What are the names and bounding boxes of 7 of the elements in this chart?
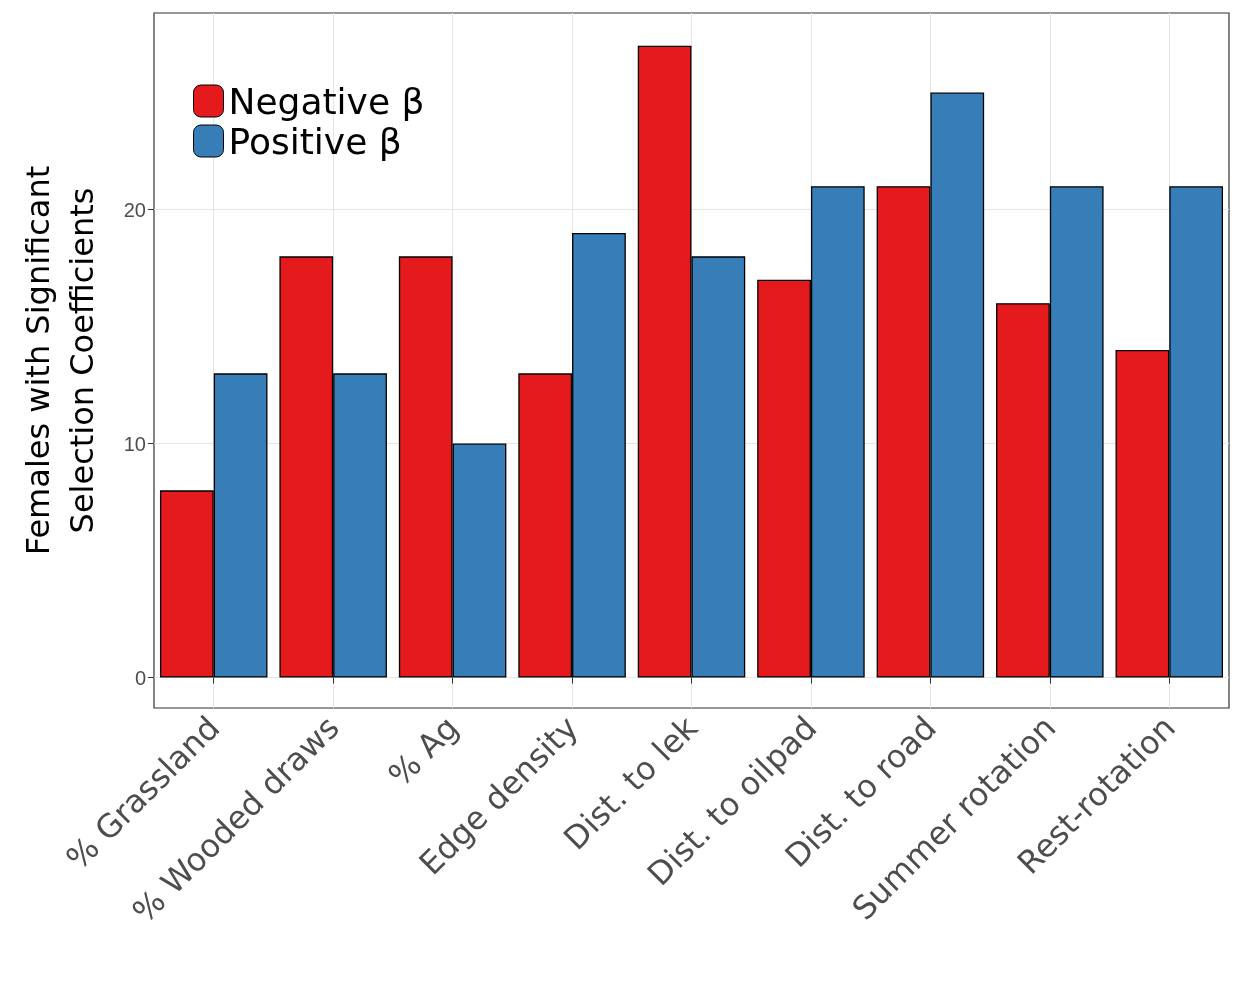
legend-label: Negative β: [228, 80, 425, 122]
y-tick-label: 20: [123, 198, 146, 221]
y-tick-label: 0: [134, 666, 146, 689]
x-tick-label: % Ag: [380, 708, 467, 794]
y-axis-title: Females with Significant Selection Coefficients: [19, 165, 101, 556]
y-tick-label: 10: [123, 432, 146, 455]
legend-label: Positive β: [228, 120, 402, 162]
